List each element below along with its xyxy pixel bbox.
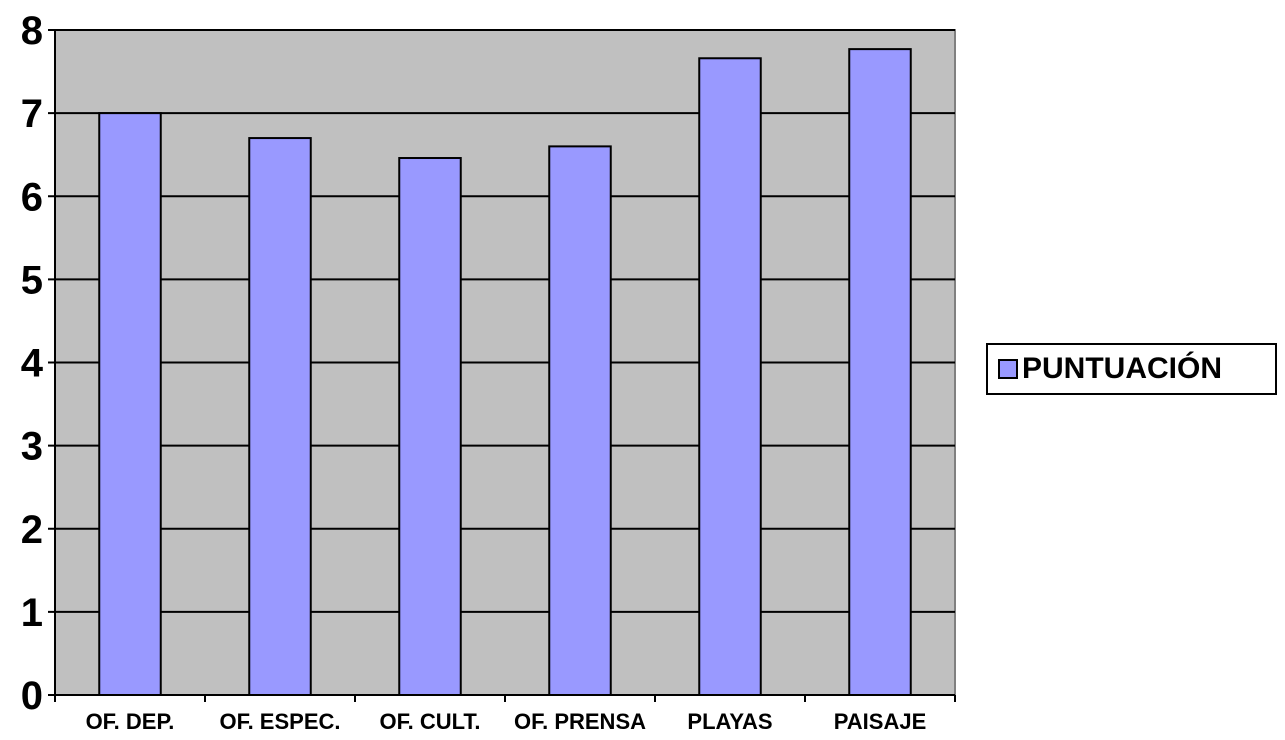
- legend-swatch: [998, 359, 1018, 379]
- y-tick-label: 7: [21, 92, 43, 136]
- y-tick-label: 4: [21, 342, 44, 386]
- x-tick-label: OF. PRENSA: [514, 709, 646, 734]
- y-tick-labels: 0 1 2 3 4 5 6 7 8: [21, 9, 44, 718]
- axes: [48, 29, 956, 702]
- bar: [248, 137, 312, 696]
- bar: [848, 48, 912, 696]
- bar: [548, 145, 612, 696]
- x-tick-label: PLAYAS: [687, 709, 772, 734]
- y-tick-label: 0: [21, 674, 43, 718]
- x-tick-label: PAISAJE: [834, 709, 927, 734]
- x-tick-label: OF. DEP.: [86, 709, 175, 734]
- x-tick-label: OF. CULT.: [379, 709, 480, 734]
- y-tick-label: 5: [21, 258, 43, 302]
- bar: [398, 157, 462, 696]
- gridlines: [55, 29, 955, 613]
- y-tick-label: 2: [21, 508, 43, 552]
- x-tick-labels: OF. DEP. OF. ESPEC. OF. CULT. OF. PRENSA PLA…: [86, 709, 927, 734]
- legend-label: PUNTUACIÓN: [1022, 352, 1222, 385]
- x-tick-label: OF. ESPEC.: [219, 709, 340, 734]
- y-tick-label: 1: [21, 591, 43, 635]
- bar: [98, 112, 162, 696]
- y-tick-label: 3: [21, 425, 43, 469]
- bars: [98, 48, 912, 696]
- legend: PUNTUACIÓN: [986, 343, 1277, 395]
- y-tick-label: 6: [21, 175, 43, 219]
- y-tick-label: 8: [21, 9, 43, 53]
- bar: [698, 57, 762, 696]
